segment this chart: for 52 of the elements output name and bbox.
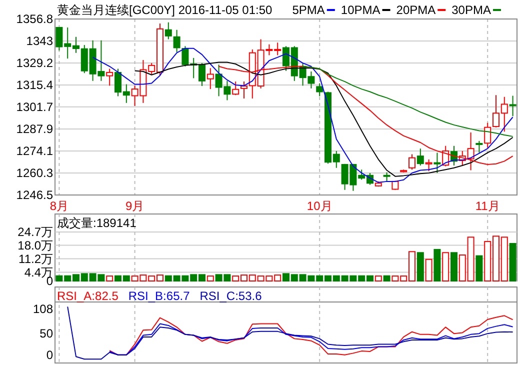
legend-label: 5PMA <box>292 3 325 17</box>
y-tick-label: 24.7万 <box>18 225 53 239</box>
bar <box>509 243 516 282</box>
candlestick <box>484 122 492 148</box>
candlestick <box>425 158 432 172</box>
candlestick <box>164 22 172 40</box>
x-tick-label: 9月 <box>125 199 144 213</box>
bar <box>206 276 214 282</box>
text: RSI_B:65.7 <box>128 289 190 303</box>
bar <box>442 252 450 282</box>
candlestick <box>416 148 424 166</box>
bar <box>434 248 441 282</box>
chart-title: 黄金当月连续[GC00Y] 2016-11-05 01:50 <box>57 3 273 17</box>
bar <box>374 276 382 282</box>
x-tick-label: 11月 <box>475 199 500 213</box>
y-tick-label: 1274.1 <box>16 144 54 158</box>
y-tick-label: 1260.3 <box>16 166 54 180</box>
bar <box>383 275 390 282</box>
y-tick-label: 108 <box>32 302 54 316</box>
bar <box>450 252 458 282</box>
legend-label: 10PMA <box>340 3 380 17</box>
y-tick-label: 18.0万 <box>18 238 53 252</box>
text: RSI_C:53.6 <box>200 289 262 303</box>
y-tick-label: 50 <box>40 326 54 341</box>
y-tick-label: 1246.5 <box>16 188 54 202</box>
candlestick <box>434 152 441 174</box>
y-tick-label: 1329.2 <box>16 56 54 70</box>
x-tick-label: 8月 <box>50 199 69 213</box>
bar <box>106 276 114 282</box>
legend-label: 30PMA <box>452 3 491 17</box>
bar <box>416 252 424 282</box>
y-tick-label: 1301.7 <box>16 100 54 114</box>
y-tick-label: 1343 <box>26 34 54 48</box>
y-tick-label: 11.2万 <box>18 252 53 266</box>
candlestick <box>383 172 390 182</box>
candlestick <box>106 68 114 86</box>
chart-title: 成交量:189141 <box>57 216 137 230</box>
candlestick <box>408 154 416 170</box>
y-tick-label: 1356.8 <box>16 12 54 26</box>
y-tick-label: 1287.9 <box>16 122 54 136</box>
candlestick <box>206 68 214 90</box>
x-tick-label: 10月 <box>306 199 332 213</box>
candlestick <box>476 140 483 154</box>
candlestick <box>232 81 240 96</box>
text: RSI_A:82.5 <box>57 289 119 303</box>
legend-label: 20PMA <box>396 3 436 17</box>
bar <box>476 255 483 282</box>
y-tick-label: 0 <box>46 348 54 362</box>
bar <box>425 258 432 282</box>
y-tick-label: 1315.4 <box>16 78 54 92</box>
candlestick <box>173 29 180 53</box>
candlestick <box>509 95 516 117</box>
